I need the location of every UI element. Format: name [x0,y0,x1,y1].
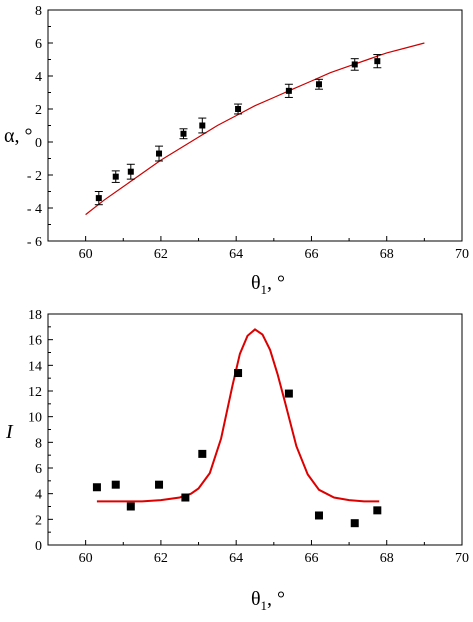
y-tick-label: 6 [35,37,42,52]
x-tick-label: 70 [455,247,469,262]
data-point [180,130,187,137]
x-tick-label: 68 [380,551,394,566]
y-tick-label: 2 [35,103,42,118]
y-tick-label: 14 [28,359,42,374]
points-group [94,54,382,206]
data-point [315,81,322,88]
x-axis-label: θ1, ° [251,588,285,613]
data-point [181,493,190,502]
y-tick-label: 10 [28,411,42,426]
x-tick-label: 62 [154,247,168,262]
data-point [373,506,382,515]
x-tick-label: 66 [304,551,318,566]
plot-frame [47,9,463,242]
y-ticks: 0 2 4 6 8 10 12 14 16 18 [28,308,53,554]
x-tick-label: 60 [79,247,93,262]
y-tick-label: 0 [35,136,42,151]
x-axis-label-subscript: 1 [261,282,268,297]
x-axis-label-subscript: 1 [261,598,268,613]
data-point [95,195,102,202]
x-axis-label-main: θ [251,272,261,294]
y-tick-label: 4 [35,70,42,85]
x-tick-label: 70 [455,551,469,566]
data-point [112,173,119,180]
y-axis-label: α, ° [4,125,32,147]
x-axis-label-suffix: , ° [267,272,285,294]
data-point [234,369,243,378]
x-tick-label: 64 [229,247,243,262]
x-tick-label: 62 [154,551,168,566]
fit-line-group [85,42,425,216]
y-tick-label: 4 [35,488,42,503]
x-tick-label: 68 [380,247,394,262]
plot-frame [47,313,463,546]
data-point [111,480,120,489]
data-point [235,106,242,112]
y-tick-label: 0 [35,539,42,554]
fit-line-group [96,328,380,503]
data-point [126,502,135,511]
data-point [284,389,293,398]
y-tick-label: - 6 [27,235,42,250]
x-axis-label-main: θ [251,588,261,610]
x-tick-label: 64 [229,551,243,566]
x-axis-label: θ1, ° [251,272,285,297]
data-point [156,150,163,157]
y-tick-label: 6 [35,462,42,477]
y-tick-label: 12 [28,385,42,400]
data-point [374,58,381,65]
y-tick-label: 8 [35,436,42,451]
data-point [155,480,164,489]
y-tick-label: 2 [35,513,42,528]
data-point [285,87,292,94]
fit-line [85,42,425,216]
fit-line [96,328,380,503]
data-point [199,122,206,129]
x-axis-label-suffix: , ° [267,588,285,610]
y-tick-label: 18 [28,308,42,323]
y-axis-label: I [5,421,14,443]
y-tick-label: 8 [35,4,42,19]
y-tick-label: 16 [28,334,42,349]
x-tick-label: 66 [304,247,318,262]
data-point [351,61,358,68]
x-tick-label: 60 [79,551,93,566]
data-point [127,168,134,175]
data-point [92,483,101,492]
y-ticks: - 6 - 4 - 2 0 2 4 6 8 [27,4,53,250]
points-group [92,369,382,528]
data-point [350,519,359,528]
y-tick-label: - 2 [27,169,42,184]
data-point [198,449,207,458]
x-ticks: 60 62 64 66 68 70 [79,236,469,262]
data-point [314,511,323,520]
y-tick-label: - 4 [27,202,42,217]
x-ticks: 60 62 64 66 68 70 [79,540,469,566]
